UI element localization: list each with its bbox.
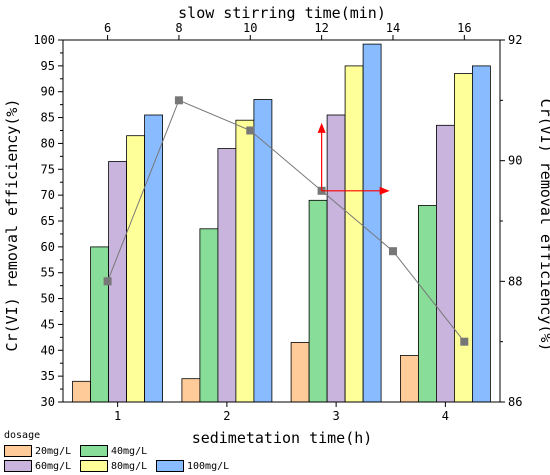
y-tick-label-50: 50 (41, 292, 55, 306)
line-point-8 (174, 96, 183, 105)
bars-group (72, 43, 491, 403)
y-tick-label-95: 95 (41, 59, 55, 73)
bar-40mgL-cat3 (308, 199, 328, 403)
axes-group: 3035404550556065707580859095100868890921… (33, 21, 522, 423)
bar-40mgL-cat1 (90, 246, 109, 403)
y2-tick-label-90: 90 (508, 154, 522, 168)
top-x-tick-label-12: 12 (314, 21, 328, 35)
bar-40mgL-cat4 (417, 205, 437, 403)
y2-tick-label-88: 88 (508, 274, 522, 288)
bar-100mgL-cat4 (471, 65, 491, 403)
line-point-14 (389, 247, 397, 256)
legend-label: 100mg/L (187, 460, 230, 472)
y-tick-label-35: 35 (41, 369, 55, 383)
legend-swatch (156, 460, 184, 472)
y-tick-label-65: 65 (41, 214, 55, 228)
bar-80mgL-cat4 (453, 73, 473, 403)
legend-title: dosage (4, 430, 41, 441)
legend-label: 40mg/L (111, 445, 148, 457)
y-tick-label-90: 90 (41, 85, 55, 99)
y-tick-label-70: 70 (41, 188, 55, 202)
legend-label: 80mg/L (111, 460, 148, 472)
bar-80mgL-cat3 (344, 65, 364, 403)
x-tick-label-3: 3 (333, 409, 340, 423)
bar-100mgL-cat1 (144, 114, 164, 403)
legend-item-20mgL: 20mg/L (4, 444, 71, 458)
legend: dosage 20mg/L 40mg/L 60mg/L 80mg/L 100mg/L (0, 430, 260, 475)
arrow-right-head (379, 186, 390, 195)
line-point-6 (103, 277, 112, 286)
annotation-arrows (317, 122, 390, 195)
x-tick-label-2: 2 (223, 409, 230, 423)
bar-60mgL-cat4 (435, 124, 455, 403)
line-series-path (107, 99, 465, 343)
legend-label: 60mg/L (35, 460, 72, 472)
bar-80mgL-cat1 (126, 135, 145, 403)
bar-60mgL-cat2 (217, 148, 237, 403)
arrow-up-head (317, 122, 326, 133)
x-tick-label-4: 4 (442, 409, 449, 423)
y-tick-label-40: 40 (41, 343, 55, 357)
legend-item-80mgL: 80mg/L (80, 459, 147, 473)
bar-100mgL-cat3 (362, 43, 382, 403)
y2-axis-title: Cr(VI) removal efficiency(%) (537, 99, 550, 352)
legend-item-100mgL: 100mg/L (156, 459, 229, 473)
bar-100mgL-cat2 (253, 99, 273, 403)
y-tick-label-60: 60 (41, 240, 55, 254)
y-tick-label-55: 55 (41, 266, 55, 280)
legend-item-60mgL: 60mg/L (4, 459, 71, 473)
top-x-tick-label-8: 8 (175, 21, 182, 35)
y-tick-label-80: 80 (41, 136, 55, 150)
top-x-axis-title: slow stirring time(min) (178, 4, 386, 22)
legend-item-40mgL: 40mg/L (80, 444, 147, 458)
y2-tick-label-92: 92 (508, 33, 522, 47)
y2-tick-label-86: 86 (508, 395, 522, 409)
bar-20mgL-cat3 (290, 342, 310, 403)
legend-swatch (4, 460, 32, 472)
bar-20mgL-cat1 (72, 380, 91, 403)
y-axis-title: Cr(VI) removal efficiency(%) (3, 99, 21, 352)
y-tick-label-45: 45 (41, 317, 55, 331)
bar-20mgL-cat4 (399, 355, 419, 403)
top-x-tick-label-10: 10 (243, 21, 257, 35)
top-x-tick-label-16: 16 (457, 21, 471, 35)
y-tick-label-30: 30 (41, 395, 55, 409)
line-point-16 (460, 337, 469, 346)
x-axis-title: sedimetation time(h) (192, 429, 373, 447)
legend-swatch (80, 445, 108, 457)
x-tick-label-1: 1 (114, 409, 121, 423)
legend-swatch (80, 460, 108, 472)
top-x-tick-label-6: 6 (104, 21, 111, 35)
y-tick-label-75: 75 (41, 162, 55, 176)
y-tick-label-100: 100 (33, 33, 55, 47)
bar-40mgL-cat2 (199, 228, 219, 403)
legend-swatch (4, 445, 32, 457)
legend-label: 20mg/L (35, 445, 72, 457)
y-tick-label-85: 85 (41, 111, 55, 125)
bar-20mgL-cat2 (181, 378, 201, 403)
bar-60mgL-cat3 (326, 114, 346, 403)
top-x-tick-label-14: 14 (386, 21, 400, 35)
bar-80mgL-cat2 (235, 119, 255, 403)
line-point-10 (246, 126, 255, 135)
